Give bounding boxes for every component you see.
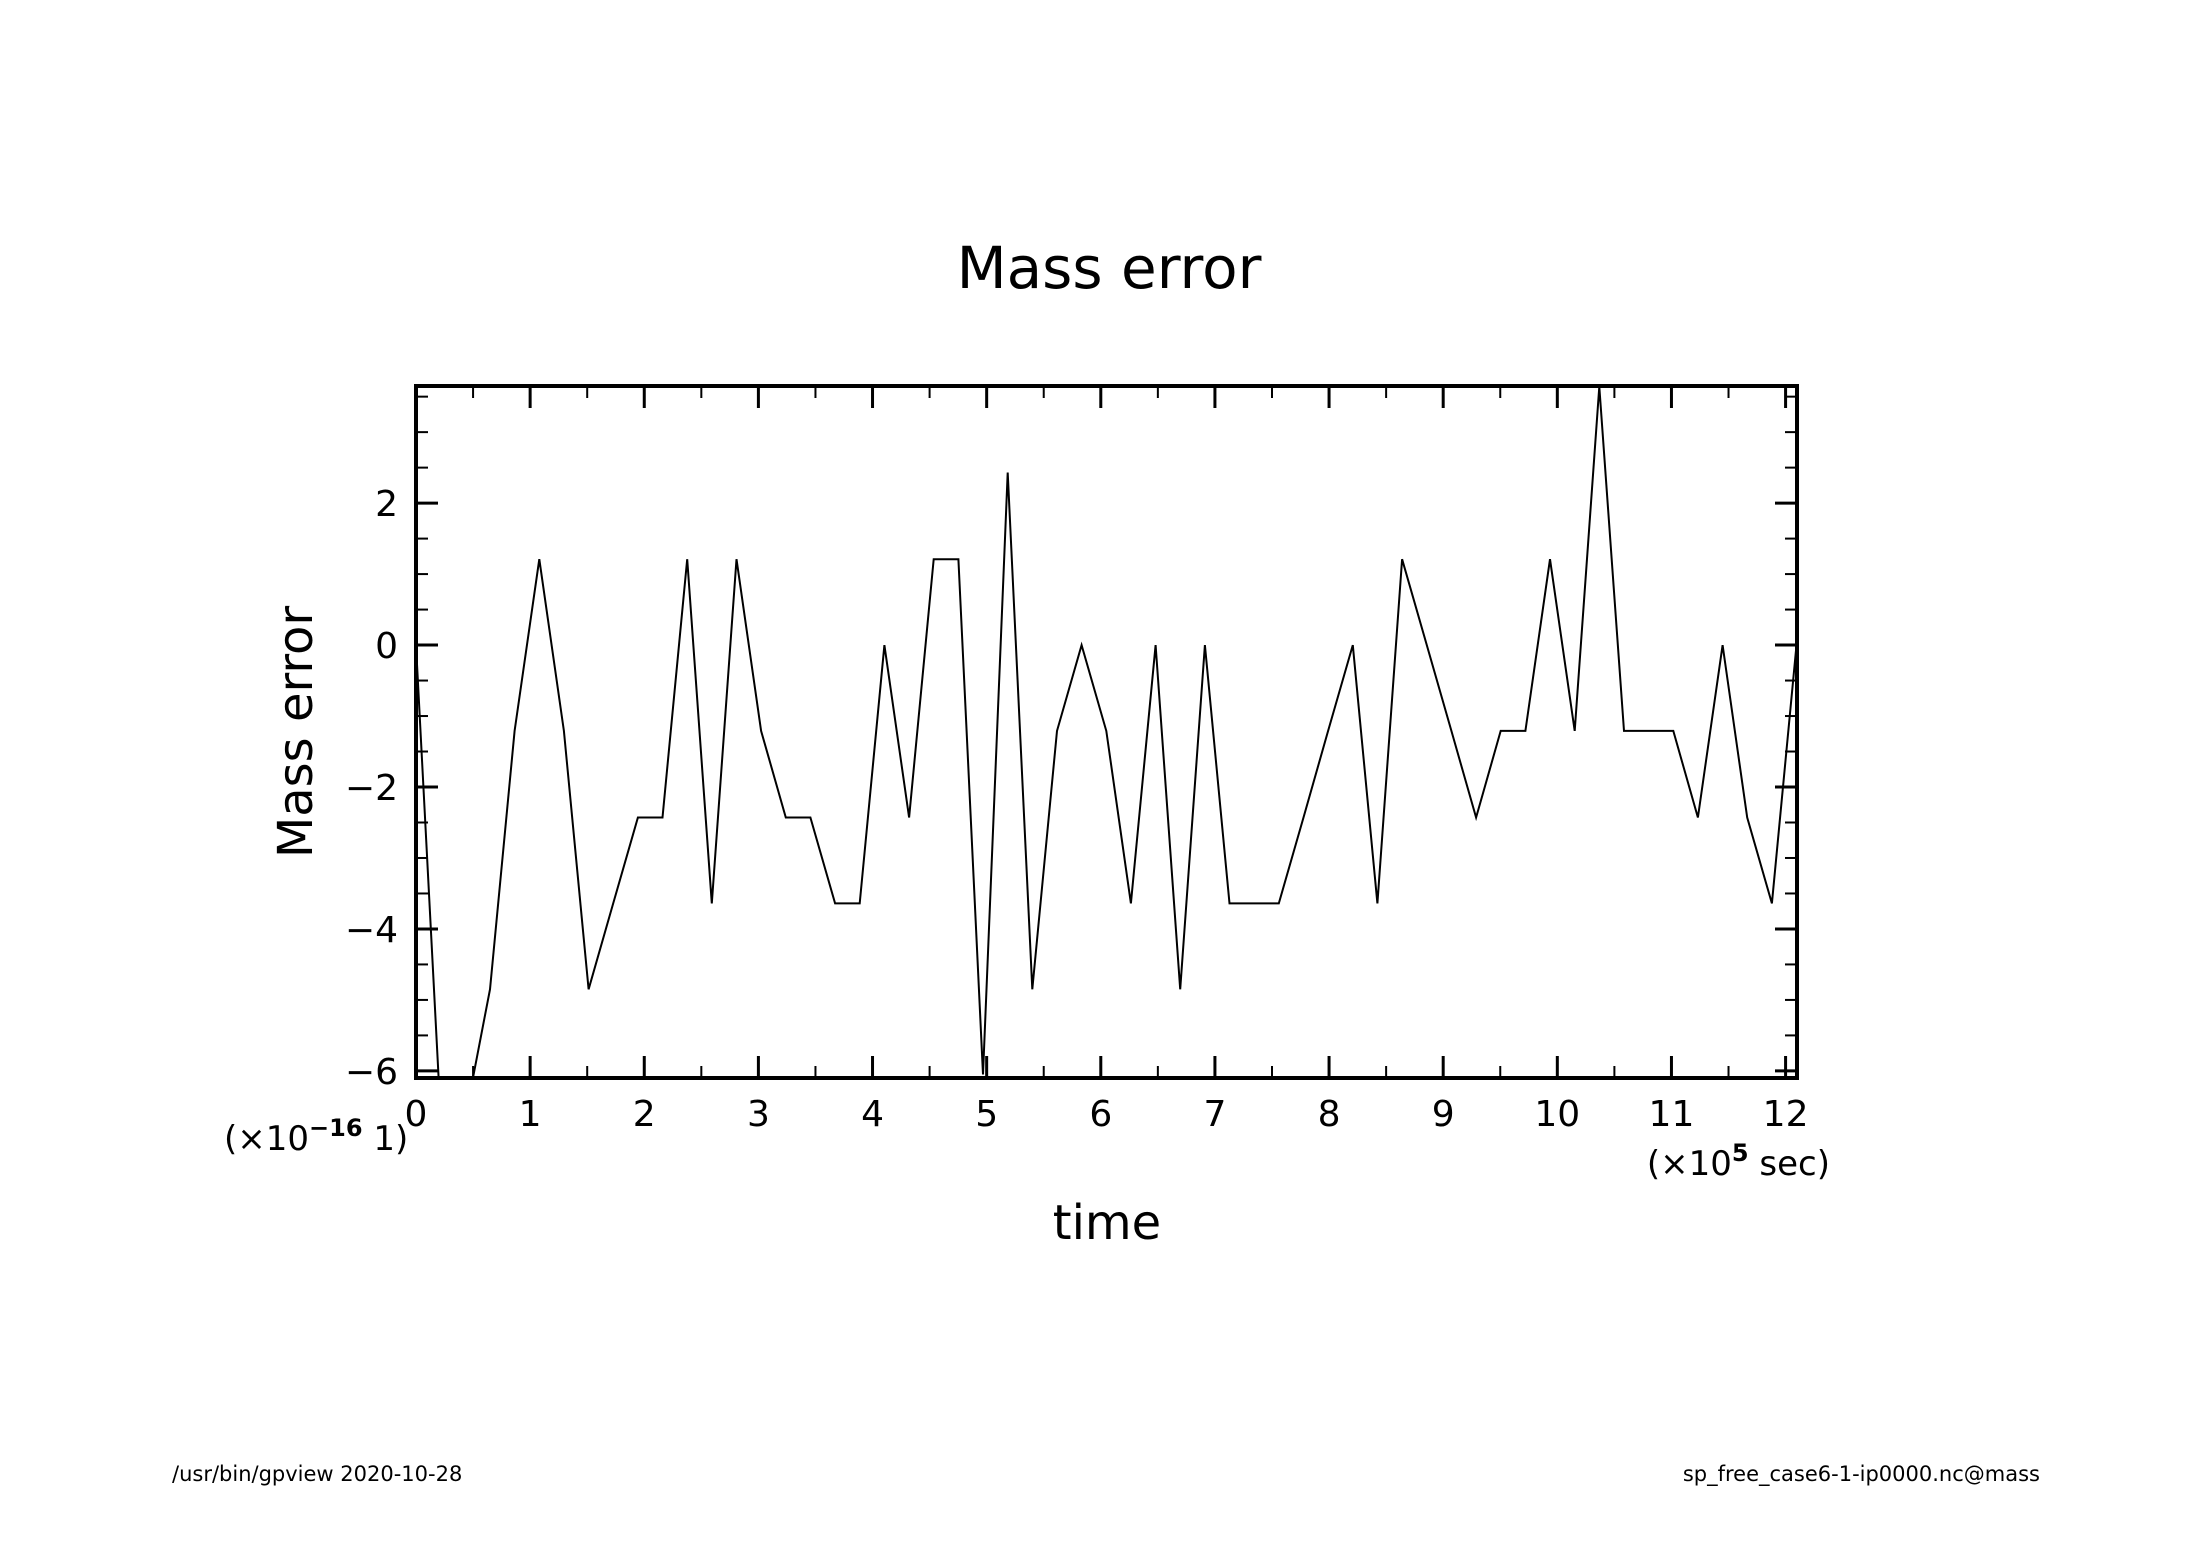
x-tick-label: 5 (975, 1094, 998, 1135)
x-tick-label: 10 (1534, 1094, 1580, 1135)
x-tick-label: 3 (747, 1094, 770, 1135)
x-tick-label: 8 (1318, 1094, 1341, 1135)
y-tick-label: −6 (345, 1052, 398, 1093)
y-multiplier-base: (×10 (224, 1119, 309, 1159)
y-multiplier: (×10−16 1) (224, 1114, 408, 1159)
x-tick-labels: 0 1 2 3 4 5 6 7 8 9 10 11 12 (405, 1094, 1809, 1135)
y-multiplier-exponent: −16 (309, 1114, 363, 1142)
y-tick-label: 2 (375, 484, 398, 525)
x-axis-label: time (1053, 1195, 1161, 1251)
y-tick-label: −4 (345, 910, 398, 951)
y-tick-labels: −6 −4 −2 0 2 (345, 484, 398, 1093)
plot-frame (414, 384, 1799, 1080)
series-line (416, 386, 1797, 1078)
x-tick-label: 12 (1763, 1094, 1809, 1135)
x-tick-label: 6 (1089, 1094, 1112, 1135)
y-tick-label: 0 (375, 626, 398, 667)
y-tick-label: −2 (345, 768, 398, 809)
x-multiplier-unit: sec) (1749, 1144, 1830, 1184)
x-multiplier: (×105 sec) (1647, 1139, 1830, 1184)
axis-ticks (414, 386, 1797, 1078)
x-multiplier-exponent: 5 (1732, 1139, 1749, 1167)
y-axis-label: Mass error (268, 606, 324, 859)
x-multiplier-base: (×10 (1647, 1144, 1732, 1184)
x-tick-label: 11 (1649, 1094, 1695, 1135)
x-tick-label: 1 (519, 1094, 542, 1135)
x-tick-label: 0 (405, 1094, 428, 1135)
x-tick-label: 2 (633, 1094, 656, 1135)
x-tick-label: 7 (1203, 1094, 1226, 1135)
y-multiplier-unit: 1) (363, 1119, 409, 1159)
chart-title: Mass error (957, 234, 1262, 302)
footer-left: /usr/bin/gpview 2020-10-28 (172, 1462, 463, 1486)
x-tick-label: 4 (861, 1094, 884, 1135)
footer-right: sp_free_case6-1-ip0000.nc@mass (1682, 1462, 2040, 1486)
x-tick-label: 9 (1432, 1094, 1455, 1135)
